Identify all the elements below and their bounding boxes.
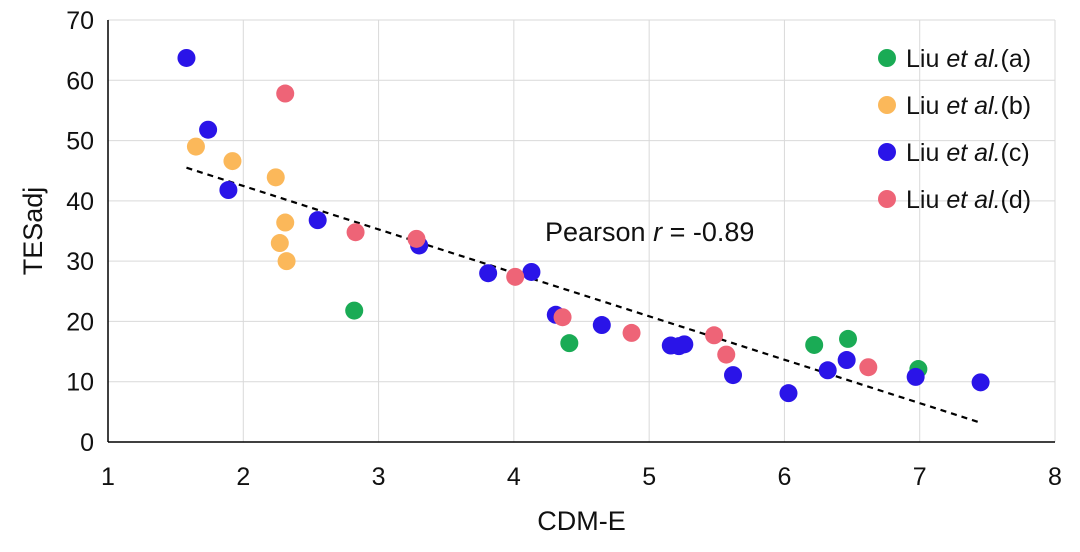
legend-marker-a bbox=[878, 49, 896, 67]
x-tick-label: 6 bbox=[777, 463, 791, 491]
data-point-c bbox=[592, 316, 611, 335]
data-point-c bbox=[308, 211, 327, 230]
data-point-c bbox=[779, 384, 798, 403]
legend: Liu et al.(a) Liu et al.(b) Liu et al.(c) L… bbox=[878, 45, 1031, 214]
data-point-d bbox=[506, 267, 525, 286]
data-point-c bbox=[219, 181, 238, 200]
y-tick-label: 70 bbox=[66, 7, 94, 35]
x-tick-label: 1 bbox=[101, 463, 115, 491]
data-point-c bbox=[724, 366, 743, 385]
trendline-layer bbox=[186, 166, 981, 424]
data-point-c bbox=[199, 120, 218, 139]
data-point-d bbox=[717, 345, 736, 364]
data-point-d bbox=[859, 358, 878, 377]
x-tick-label: 3 bbox=[372, 463, 386, 491]
y-tick-label: 30 bbox=[66, 248, 94, 276]
y-axis-title: TESadj bbox=[18, 187, 48, 276]
data-point-b bbox=[223, 152, 242, 171]
legend-label-b: Liu et al.(b) bbox=[906, 92, 1031, 120]
data-point-d bbox=[346, 223, 365, 242]
data-point-a bbox=[805, 335, 824, 354]
x-tick-label: 8 bbox=[1048, 463, 1062, 491]
data-point-a bbox=[839, 329, 858, 348]
pearson-r-label: Pearson r = -0.89 bbox=[545, 217, 754, 247]
data-point-c bbox=[479, 264, 498, 283]
legend-marker-b bbox=[878, 96, 896, 114]
data-point-c bbox=[177, 48, 196, 67]
y-tick-label: 10 bbox=[66, 369, 94, 397]
label-layer: 1 2 3 4 5 6 7 8 0 10 20 30 40 50 60 70 bbox=[66, 7, 1062, 491]
data-point-d bbox=[276, 84, 295, 103]
data-point-b bbox=[276, 213, 295, 232]
points-layer bbox=[177, 48, 990, 403]
pearson-annotation: Pearson r = -0.89 bbox=[545, 217, 754, 247]
data-point-b bbox=[266, 168, 285, 187]
trendline bbox=[186, 166, 981, 424]
data-point-c bbox=[818, 361, 837, 380]
axis-layer bbox=[107, 20, 1055, 443]
data-point-d bbox=[407, 229, 426, 248]
x-axis-title: CDM-E bbox=[537, 506, 626, 536]
x-tick-label: 4 bbox=[507, 463, 521, 491]
data-point-a bbox=[345, 301, 364, 320]
data-point-d bbox=[622, 323, 641, 342]
data-point-b bbox=[270, 234, 289, 253]
data-point-d bbox=[705, 326, 724, 345]
x-tick-label: 2 bbox=[236, 463, 250, 491]
legend-label-c: Liu et al.(c) bbox=[906, 139, 1030, 167]
x-tick-label: 7 bbox=[913, 463, 927, 491]
data-point-d bbox=[553, 308, 572, 327]
grid-layer bbox=[108, 19, 1056, 442]
data-point-c bbox=[837, 351, 856, 370]
data-point-b bbox=[186, 137, 205, 156]
data-point-b bbox=[277, 252, 296, 271]
y-tick-label: 50 bbox=[66, 128, 94, 156]
data-point-a bbox=[560, 334, 579, 353]
data-point-c bbox=[971, 373, 990, 392]
y-tick-label: 0 bbox=[80, 429, 94, 457]
y-tick-label: 20 bbox=[66, 308, 94, 336]
legend-label-d: Liu et al.(d) bbox=[906, 186, 1031, 214]
data-point-c bbox=[906, 367, 925, 386]
data-point-c bbox=[522, 262, 541, 281]
legend-label-a: Liu et al.(a) bbox=[906, 45, 1031, 73]
y-tick-label: 60 bbox=[66, 67, 94, 95]
legend-marker-d bbox=[878, 190, 896, 208]
data-point-c bbox=[675, 335, 694, 354]
legend-marker-c bbox=[878, 143, 896, 161]
x-tick-label: 5 bbox=[642, 463, 656, 491]
y-tick-label: 40 bbox=[66, 188, 94, 216]
